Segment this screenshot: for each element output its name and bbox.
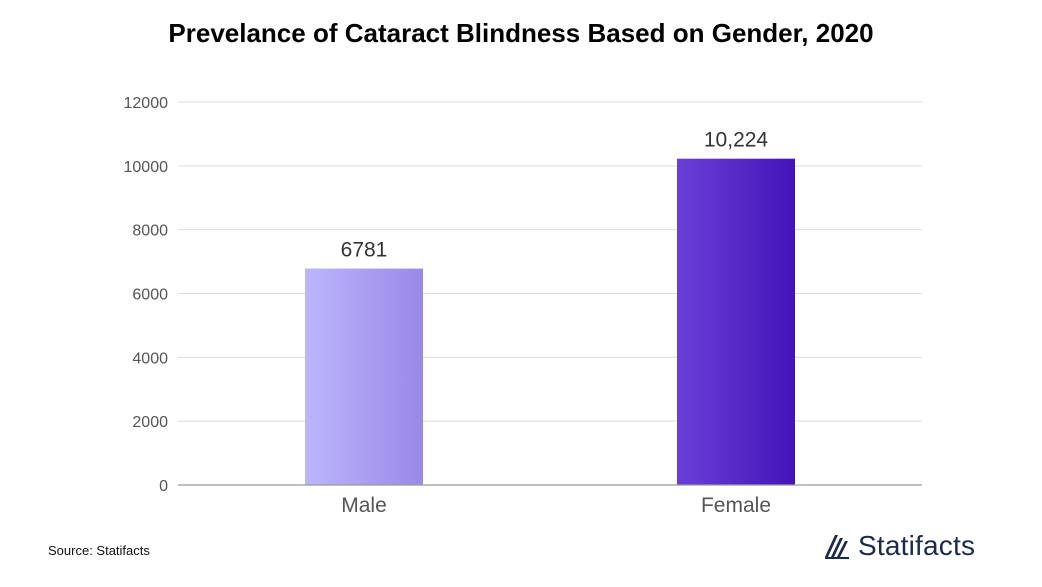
x-axis: Male Female	[178, 484, 922, 517]
brand-name: Statifacts	[858, 530, 976, 561]
brand-logo: Statifacts	[822, 528, 975, 564]
x-category-label: Male	[341, 494, 387, 517]
y-tick-label: 12000	[124, 95, 169, 112]
x-category-label: Female	[701, 494, 771, 517]
y-tick-label: 2000	[132, 414, 168, 431]
source-note: Source: Statifacts	[48, 543, 150, 558]
statifacts-logo-icon	[825, 535, 849, 559]
y-tick-label: 10000	[124, 159, 169, 176]
y-tick-label: 8000	[132, 223, 168, 240]
y-tick-label: 0	[159, 478, 168, 495]
y-tick-label: 6000	[132, 287, 168, 304]
y-tick-label: 4000	[132, 350, 168, 367]
bars	[305, 158, 795, 485]
data-label: 10,224	[704, 129, 769, 152]
data-label: 6781	[341, 239, 388, 262]
bar-male	[305, 268, 423, 485]
data-labels: 6781 10,224	[341, 129, 769, 262]
chart-title: Prevelance of Cataract Blindness Based o…	[168, 18, 874, 48]
gridlines	[178, 101, 922, 422]
y-axis-ticks: 0 2000 4000 6000 8000 10000 12000	[124, 95, 169, 495]
bar-female	[677, 158, 795, 485]
